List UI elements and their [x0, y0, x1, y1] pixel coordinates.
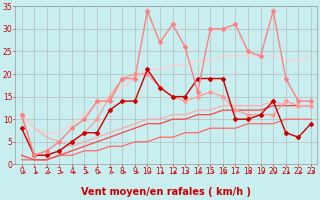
X-axis label: Vent moyen/en rafales ( km/h ): Vent moyen/en rafales ( km/h ): [81, 187, 251, 197]
